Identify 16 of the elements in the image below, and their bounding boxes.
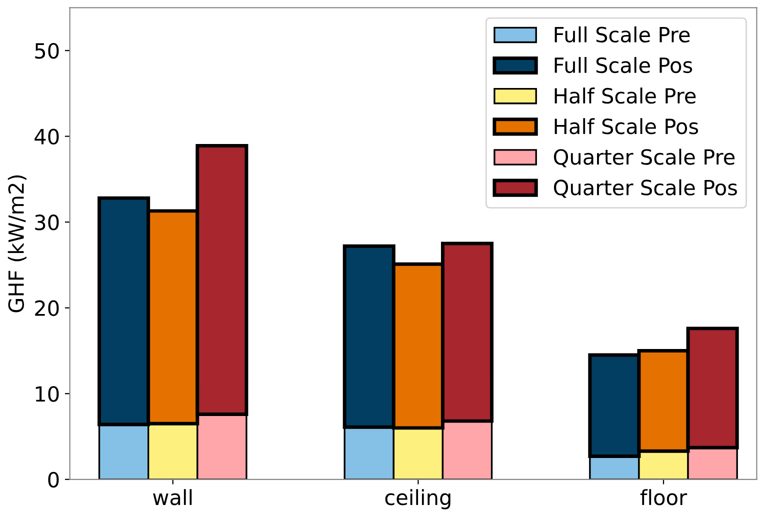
legend-label: Full Scale Pre (554, 26, 690, 43)
y-tick-label: 40 (34, 128, 59, 145)
x-tick-label: floor (640, 489, 688, 506)
x-tick-label: wall (153, 489, 192, 506)
legend-label: Quarter Scale Pos (554, 179, 737, 198)
y-tick-label: 0 (48, 472, 59, 488)
legend-label: Half Scale Pre (554, 88, 696, 104)
y-axis-title: GHF (kW/m2) (8, 175, 26, 312)
x-tick-label: ceiling (385, 489, 450, 510)
legend-label: Full Scale Pos (554, 56, 692, 74)
y-tick-label: 30 (35, 214, 59, 230)
legend-label: Quarter Scale Pre (554, 148, 735, 168)
y-tick-label: 20 (35, 300, 59, 316)
legend-label: Half Scale Pos (554, 118, 698, 134)
y-tick-label: 10 (36, 386, 59, 402)
y-tick-label: 50 (35, 42, 59, 59)
